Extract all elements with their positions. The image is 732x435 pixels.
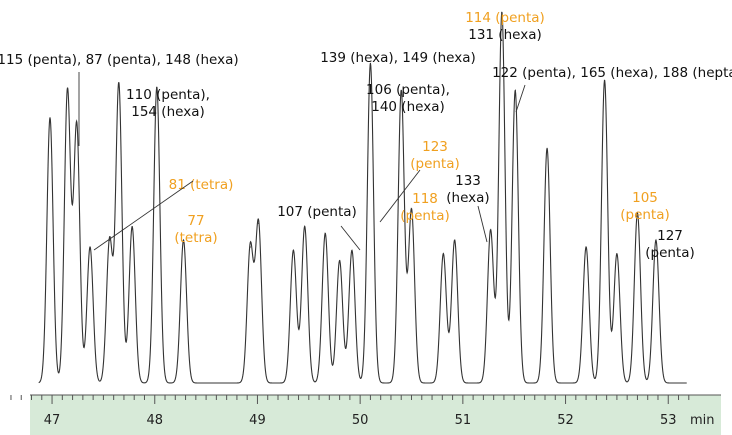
x-tick-label-51: 51 [455,413,472,428]
peak-point-24 [514,90,516,92]
peak-point-11 [257,222,260,224]
peak-point-30 [655,239,657,241]
x-tick-label-47: 47 [44,413,61,428]
peak-point-27 [603,79,606,81]
peak-point-1 [49,117,51,119]
peak-point-20 [442,253,444,255]
peak-point-28 [616,253,618,255]
peak-annotation-9: 118 (penta) [400,191,450,224]
peak-annotation-4: 77 (tetra) [174,213,217,246]
peak-annotation-11: 114 (penta) [465,10,545,26]
leader-line-6 [515,84,526,113]
x-axis-band [30,395,721,435]
x-tick-label-52: 52 [557,413,574,428]
peak-point-23 [501,11,503,13]
trace-layer [38,11,687,384]
leader-line-3 [340,225,361,251]
peak-annotation-3: 81 (tetra) [169,177,234,193]
annotation-layer: 115 (penta), 87 (penta), 148 (hexa) 110 (… [0,10,732,261]
peak-point-7 [131,226,133,228]
peak-annotation-10: 133 (hexa) [446,173,489,206]
peak-point-12 [292,249,294,251]
peak-point-8 [156,86,158,88]
peak-point-16 [351,249,353,251]
peak-annotation-5: 107 (penta) [277,204,357,220]
peak-point-22 [489,229,492,231]
x-tick-label-49: 49 [249,413,266,428]
x-axis: 47 48 49 50 51 52 53 min [10,394,721,435]
peak-point-18 [400,90,402,92]
peak-point-26 [585,246,587,248]
leader-line-2 [93,180,194,251]
peak-point-19 [410,209,413,211]
peak-annotation-8: 123 (penta) [410,139,460,172]
x-tick-label-50: 50 [352,413,369,428]
leader-line-4 [379,169,421,223]
leader-line-5 [477,205,488,243]
peak-annotation-14: 105 (penta) [620,190,670,223]
peak-annotation-13: 122 (penta), 165 (hexa), 188 (hepta) [492,65,732,81]
peak-annotation-1: 115 (penta), 87 (penta), 148 (hexa) [0,52,239,68]
peak-annotation-6: 139 (hexa), 149 (hexa) [320,50,476,66]
peak-annotation-7: 106 (penta), 140 (hexa) [366,82,450,115]
peak-point-2 [66,90,69,92]
peak-point-25 [546,147,548,149]
peak-point-10 [249,246,251,248]
x-tick-label-53: 53 [660,413,677,428]
peak-point-13 [304,226,306,228]
peak-point-15 [339,260,341,262]
peak-point-3 [76,124,78,126]
peak-point-4 [89,246,91,248]
x-tick-label-48: 48 [146,413,163,428]
peak-annotation-15: 127 (penta) [645,228,695,261]
peak-annotation-2: 110 (penta), 154 (hexa) [126,87,210,120]
peak-point-17 [369,62,372,64]
x-unit-label: min [690,413,715,428]
peak-annotation-12: 131 (hexa) [468,27,541,43]
chromatogram-trace [38,11,687,384]
peak-point-29 [636,212,639,214]
peak-point-21 [454,239,456,241]
peak-point-9 [182,239,185,241]
peak-point-14 [324,232,326,234]
peak-point-6 [118,83,120,85]
